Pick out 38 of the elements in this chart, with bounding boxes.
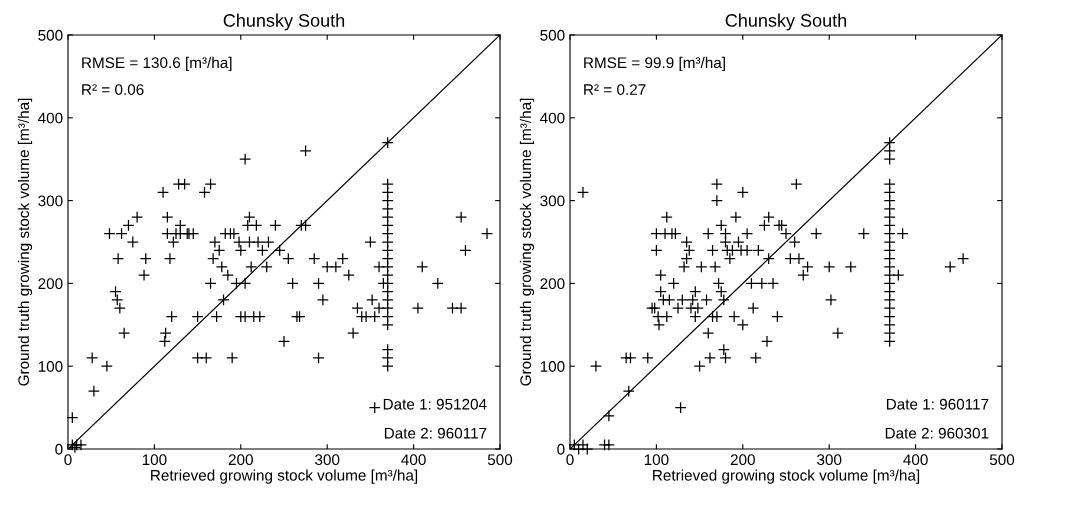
y-tick-label: 500 [38, 29, 63, 41]
y-tick-label: 0 [55, 443, 63, 455]
chart-title: Chunsky South [725, 13, 847, 31]
y-tick-label: 500 [540, 29, 565, 41]
chart-title: Chunsky South [223, 13, 345, 31]
annotation: R² = 0.06 [82, 84, 144, 95]
y-axis-title: Ground truth growing stock volume [m³/ha] [17, 98, 33, 386]
x-tick-label: 400 [903, 454, 928, 466]
y-tick-label: 300 [38, 195, 63, 207]
annotation: RMSE = 130.6 [m³/ha] [82, 56, 232, 72]
x-tick-label: 0 [566, 454, 574, 466]
x-tick-label: 500 [487, 454, 513, 466]
y-tick-label: 300 [540, 195, 565, 207]
x-tick-label: 0 [64, 454, 72, 466]
x-tick-label: 100 [142, 454, 167, 466]
y-tick-label: 100 [540, 361, 565, 372]
annotation: Date 2: 960117 [384, 427, 487, 439]
y-tick-label: 200 [540, 278, 565, 290]
annotation: Date 2: 960301 [885, 427, 989, 439]
x-tick-label: 300 [315, 454, 340, 466]
y-axis-title: Ground truth growing stock volume [m³/ha] [519, 98, 535, 386]
y-tick-label: 400 [38, 112, 63, 124]
x-axis-title: Retrieved growing stock volume [m³/ha] [151, 469, 418, 484]
y-tick-label: 100 [38, 361, 63, 372]
annotation: RMSE = 99.9 [m³/ha] [584, 56, 725, 72]
annotation: Date 1: 960117 [886, 398, 989, 410]
y-tick-label: 400 [540, 112, 565, 124]
annotation: Date 1: 951204 [383, 398, 487, 410]
y-tick-label: 0 [557, 443, 565, 455]
x-tick-label: 100 [644, 454, 669, 466]
x-tick-label: 400 [401, 454, 426, 466]
x-tick-label: 200 [228, 454, 253, 466]
x-tick-label: 200 [730, 454, 755, 466]
x-axis-title: Retrieved growing stock volume [m³/ha] [653, 469, 920, 484]
x-tick-label: 500 [989, 454, 1015, 466]
annotation: R² = 0.27 [584, 84, 646, 95]
x-tick-label: 300 [817, 454, 842, 466]
y-tick-label: 200 [38, 278, 63, 290]
